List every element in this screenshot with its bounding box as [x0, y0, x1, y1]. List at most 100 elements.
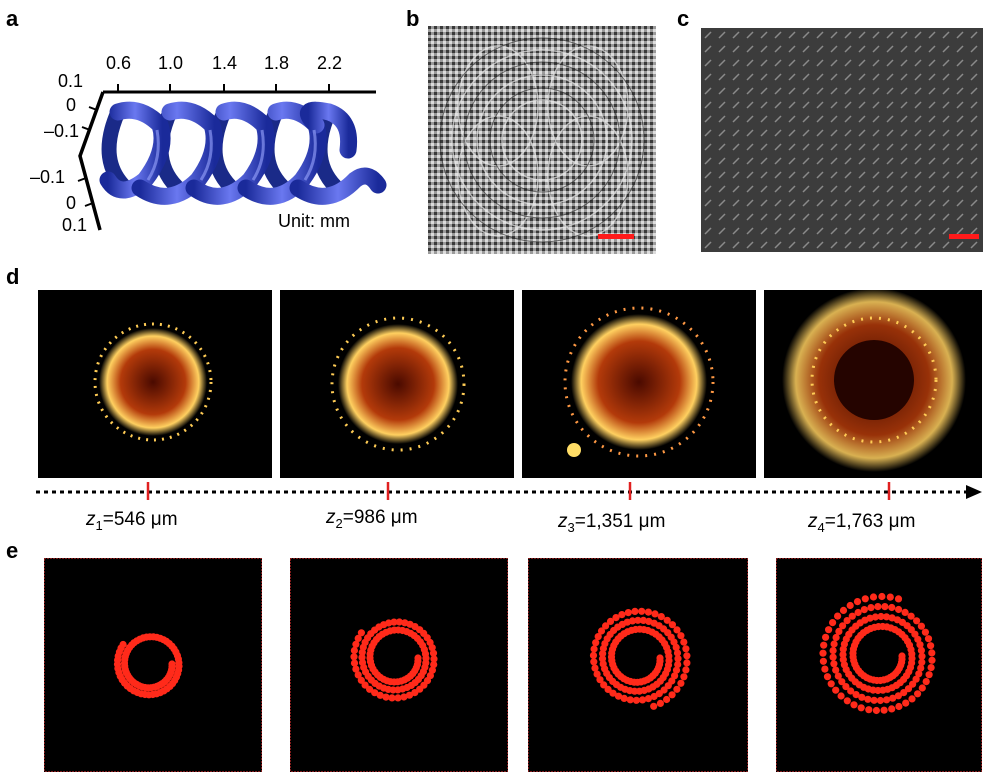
spiral-dot — [829, 647, 837, 655]
spiral-dot — [886, 593, 894, 601]
spiral-dot — [354, 671, 362, 679]
spiral-dot — [908, 695, 916, 703]
spiral-dot — [592, 639, 600, 647]
spiral-dot — [865, 706, 873, 714]
panel-e-simulation-3 — [528, 558, 748, 772]
spiral-dot — [639, 616, 647, 624]
spiral-dot — [917, 622, 925, 630]
spiral-dot — [371, 689, 379, 697]
spiral-dot — [361, 681, 369, 689]
spiral-dot — [846, 601, 854, 610]
spiral-dot — [839, 656, 847, 664]
spiral-dot — [673, 649, 682, 657]
spiral-dot — [632, 696, 640, 704]
spiral-dot — [600, 681, 608, 689]
spiral-dot — [626, 696, 634, 704]
spiral-dot — [631, 607, 639, 615]
left-axis-tick-label: –0.1 — [44, 121, 80, 141]
spiral-dot — [820, 641, 828, 649]
spiral-dot — [847, 687, 855, 695]
spiral-dot — [829, 653, 837, 661]
spiral-dot — [822, 633, 830, 641]
spiral-dot — [591, 664, 599, 672]
spiral-dot — [823, 673, 832, 681]
spiral-dot — [644, 695, 652, 703]
spiral-dot — [901, 608, 909, 616]
spiral-dot — [832, 666, 840, 674]
spiral-dot — [366, 685, 374, 693]
spiral-dot — [394, 694, 402, 702]
spiral-dot — [677, 632, 685, 640]
top-axis-tick-label: 1.4 — [212, 53, 238, 73]
spiral-dot — [925, 671, 933, 679]
spiral-dot — [673, 626, 681, 634]
spiral-dot — [680, 673, 688, 681]
spiral-dot — [657, 613, 665, 621]
spiral-dot — [589, 651, 598, 659]
spiral-dot — [590, 658, 598, 666]
spiral-dot — [902, 699, 910, 707]
left-axis-line — [78, 91, 105, 231]
spiral-dot — [385, 619, 393, 627]
spiral-dot — [858, 693, 866, 701]
panel-label-b: b — [406, 6, 420, 31]
spiral-dot — [861, 595, 869, 603]
helix-svg — [77, 84, 387, 231]
panel-d-image-z1 — [38, 290, 272, 478]
panel-d-image-z2 — [280, 290, 514, 478]
panel-label-a: a — [6, 6, 19, 31]
spiral-dot — [914, 635, 922, 643]
spiral-dot — [390, 618, 398, 626]
spiral-dot — [357, 676, 365, 684]
spiral-dot — [867, 604, 875, 612]
spiral-dot — [917, 646, 925, 654]
spiral-dot — [350, 653, 358, 661]
spiral-dot — [400, 693, 408, 701]
panel-label-c: c — [677, 6, 690, 31]
spiral-dot — [918, 658, 926, 666]
panel-e-simulation-4 — [776, 558, 982, 772]
spiral-dot — [874, 603, 882, 611]
spiral-dot — [663, 695, 671, 704]
spiral-dot — [829, 619, 837, 627]
scale-bar — [598, 234, 634, 239]
spiral-dot — [895, 605, 903, 614]
spiral-dot — [928, 656, 936, 664]
spiral-dot — [668, 691, 676, 699]
propagation-axis — [36, 480, 982, 504]
spiral-dot — [825, 626, 833, 634]
spiral-dot — [839, 606, 848, 614]
spiral-dot — [871, 613, 879, 621]
spiral-dot — [609, 689, 617, 697]
spiral-dot — [876, 696, 884, 705]
left-axis-tick-label: 0 — [66, 193, 77, 213]
unit-label: Unit: mm — [278, 211, 350, 231]
spiral-dot — [620, 694, 628, 702]
spiral-dot — [895, 702, 903, 711]
spiral-dot — [869, 593, 878, 601]
spiral-dot — [682, 645, 690, 653]
depth-label-z2: z2=986 μm — [326, 507, 418, 531]
spiral-dot — [880, 706, 888, 714]
spiral-dot — [819, 657, 827, 665]
spiral-dot — [918, 652, 926, 660]
spiral-dot — [430, 655, 438, 663]
panel-b-hologram-image — [428, 26, 656, 254]
spiral-dot — [429, 649, 438, 657]
spiral-dot — [894, 595, 903, 603]
spiral-dot — [663, 616, 671, 624]
spiral-dot — [832, 633, 840, 642]
spiral-dot — [872, 706, 880, 715]
spiral-dot — [594, 633, 602, 641]
spiral-dot — [928, 649, 936, 657]
spiral-dot — [354, 634, 362, 642]
spiral-dot — [927, 664, 935, 672]
spiral-dot — [843, 617, 851, 625]
spiral-dot — [882, 613, 891, 621]
spiral-dot — [883, 696, 891, 704]
spiral-dot — [651, 610, 659, 618]
spiral-dot — [597, 627, 606, 635]
spiral-dot — [921, 628, 929, 636]
spiral-dot — [878, 592, 886, 601]
spiral-dot — [860, 606, 868, 614]
